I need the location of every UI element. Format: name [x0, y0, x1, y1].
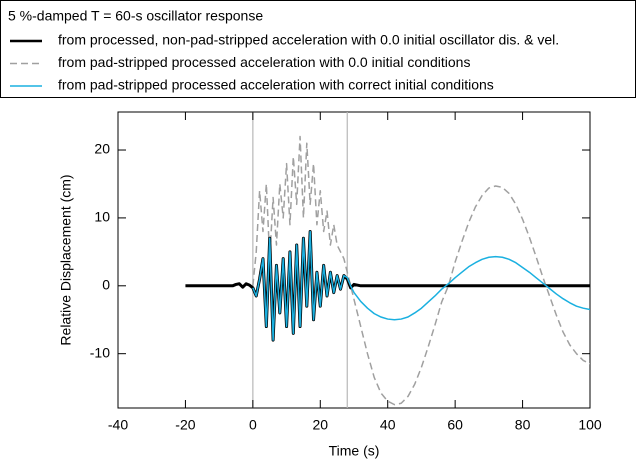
x-tick-label: 60	[447, 417, 463, 433]
x-axis-label: Time (s)	[329, 443, 380, 459]
x-tick-label: -20	[175, 417, 195, 433]
y-tick-label: 0	[102, 277, 110, 293]
y-tick-label: 10	[94, 209, 110, 225]
x-tick-label: 20	[312, 417, 328, 433]
y-axis-label: Relative Displacement (cm)	[58, 174, 74, 345]
y-tick-label: 20	[94, 141, 110, 157]
y-tick-label: -10	[90, 344, 110, 360]
legend-label: from processed, non-pad-stripped acceler…	[58, 32, 559, 48]
legend-title: 5 %-damped T = 60-s oscillator response	[8, 8, 263, 24]
series-line	[252, 230, 590, 341]
x-tick-label: 100	[578, 417, 602, 433]
x-tick-label: -40	[108, 417, 128, 433]
legend-box	[0, 0, 636, 98]
legend-label: from pad-stripped processed acceleration…	[58, 77, 494, 93]
x-tick-label: 0	[249, 417, 257, 433]
x-tick-label: 40	[380, 417, 396, 433]
legend-label: from pad-stripped processed acceleration…	[58, 54, 470, 70]
plot-frame	[117, 111, 591, 409]
series-line	[185, 229, 590, 342]
x-tick-label: 80	[515, 417, 531, 433]
series-line	[252, 135, 590, 406]
